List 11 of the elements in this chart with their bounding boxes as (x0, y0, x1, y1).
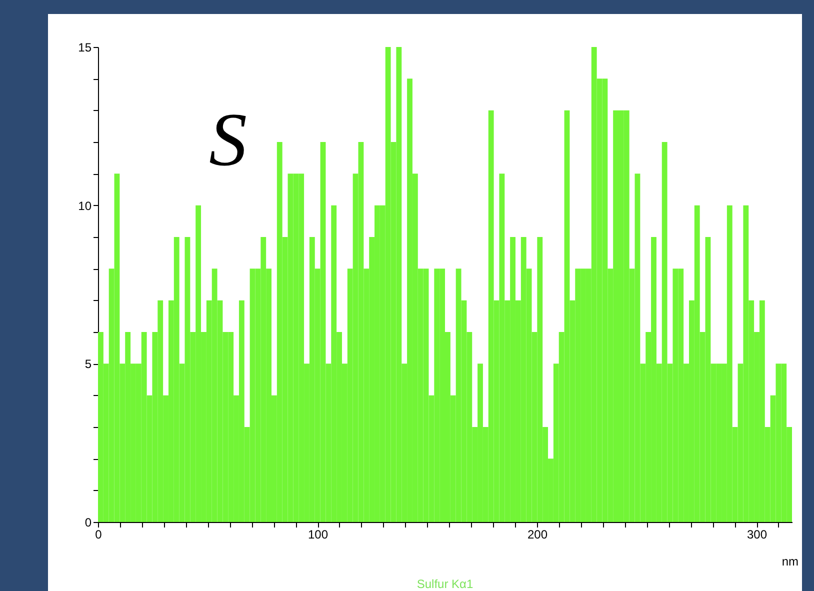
x-tick-label: 0 (95, 528, 102, 542)
x-axis-title: nm (782, 554, 798, 568)
annotation: S (209, 98, 247, 182)
y-tick-label: 10 (78, 198, 92, 213)
y-tick-label: 15 (78, 40, 92, 54)
x-tick-label: 100 (308, 528, 328, 542)
text: Sulfur Kα1 (416, 577, 474, 591)
x-tick-label: 200 (528, 528, 548, 542)
x-tick-label: 300 (747, 528, 768, 542)
y-tick-label: 0 (84, 516, 92, 530)
y-tick-label: 5 (84, 357, 92, 372)
